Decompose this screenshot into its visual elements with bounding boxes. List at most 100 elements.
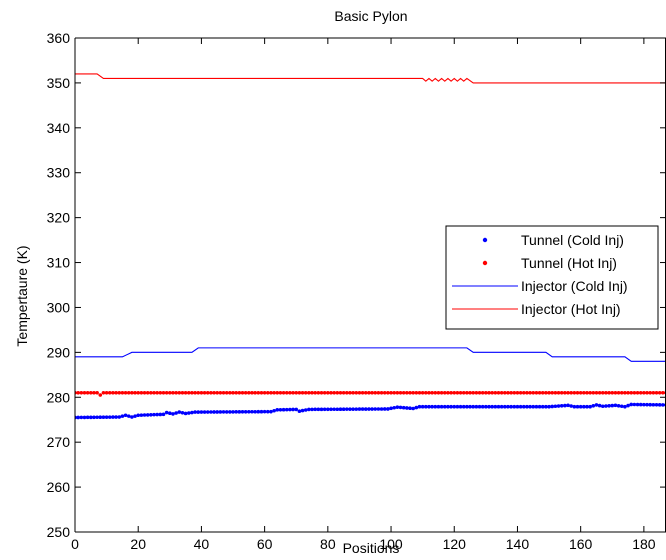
data-point-tunnel-hot-inj (307, 390, 311, 395)
data-point-tunnel-cold-inj (351, 407, 355, 411)
data-point-tunnel-hot-inj (269, 390, 273, 395)
data-point-tunnel-hot-inj (430, 390, 434, 395)
data-point-tunnel-cold-inj (234, 410, 238, 414)
data-point-tunnel-hot-inj (585, 390, 589, 395)
data-point-tunnel-cold-inj (433, 404, 438, 409)
data-point-tunnel-cold-inj (449, 404, 453, 409)
legend-label-injector-cold-inj: Injector (Cold Inj) (521, 278, 628, 294)
data-point-tunnel-hot-inj (256, 390, 261, 395)
data-point-tunnel-hot-inj (446, 390, 450, 395)
data-point-tunnel-hot-inj (212, 390, 216, 395)
data-point-tunnel-cold-inj (408, 406, 412, 411)
data-point-tunnel-hot-inj (433, 390, 438, 395)
data-point-tunnel-hot-inj (411, 390, 415, 395)
data-point-tunnel-hot-inj (335, 390, 340, 395)
data-point-tunnel-cold-inj (228, 410, 232, 414)
data-point-tunnel-cold-inj (82, 415, 87, 420)
data-point-tunnel-hot-inj (597, 390, 602, 395)
data-point-tunnel-hot-inj (395, 390, 400, 395)
y-tick-label: 360 (47, 30, 71, 46)
data-point-tunnel-cold-inj (278, 407, 283, 412)
data-point-tunnel-cold-inj (275, 408, 280, 412)
data-point-tunnel-cold-inj (250, 409, 254, 414)
data-point-tunnel-cold-inj (294, 407, 299, 412)
data-point-tunnel-hot-inj (382, 390, 387, 395)
data-point-tunnel-cold-inj (288, 407, 292, 412)
x-tick-label: 160 (569, 536, 593, 552)
data-point-tunnel-cold-inj (534, 404, 539, 409)
data-point-tunnel-cold-inj (123, 413, 128, 418)
data-point-tunnel-cold-inj (442, 404, 447, 409)
series-group (75, 73, 666, 420)
data-point-tunnel-hot-inj (654, 390, 659, 395)
data-point-tunnel-cold-inj (588, 404, 592, 409)
data-point-tunnel-hot-inj (632, 390, 637, 395)
data-point-tunnel-hot-inj (155, 390, 159, 395)
data-point-tunnel-hot-inj (471, 390, 476, 395)
data-point-tunnel-cold-inj (392, 405, 397, 410)
data-point-tunnel-cold-inj (648, 402, 652, 407)
data-point-tunnel-cold-inj (484, 404, 488, 409)
data-point-tunnel-hot-inj (367, 390, 371, 395)
data-point-tunnel-hot-inj (237, 390, 242, 395)
legend-swatch-tunnel-cold-inj (482, 237, 488, 243)
data-point-tunnel-cold-inj (544, 404, 548, 409)
data-point-tunnel-cold-inj (120, 414, 125, 418)
data-point-tunnel-cold-inj (468, 404, 472, 409)
series-markers-tunnel-hot-inj (75, 390, 666, 397)
data-point-tunnel-cold-inj (376, 407, 381, 411)
data-point-tunnel-hot-inj (465, 390, 469, 395)
data-point-tunnel-hot-inj (89, 390, 93, 395)
data-point-tunnel-cold-inj (303, 408, 308, 412)
data-point-tunnel-cold-inj (455, 404, 460, 409)
data-point-tunnel-hot-inj (253, 390, 257, 395)
data-point-tunnel-cold-inj (240, 410, 245, 414)
series-markers-tunnel-cold-inj (75, 402, 666, 420)
data-point-tunnel-hot-inj (370, 390, 374, 395)
plot-area (75, 73, 666, 420)
data-point-tunnel-hot-inj (357, 390, 362, 395)
data-point-tunnel-hot-inj (575, 390, 580, 395)
data-point-tunnel-hot-inj (401, 390, 406, 395)
data-point-tunnel-cold-inj (269, 409, 273, 414)
data-point-tunnel-hot-inj (540, 390, 545, 395)
data-point-tunnel-cold-inj (104, 415, 109, 419)
data-point-tunnel-cold-inj (490, 404, 494, 409)
data-point-tunnel-hot-inj (619, 390, 624, 395)
data-point-tunnel-hot-inj (136, 390, 141, 395)
data-point-tunnel-hot-inj (531, 390, 536, 395)
data-point-tunnel-cold-inj (452, 404, 457, 409)
data-point-tunnel-cold-inj (310, 407, 314, 412)
data-point-tunnel-cold-inj (446, 404, 450, 409)
data-point-tunnel-hot-inj (215, 390, 220, 395)
data-point-tunnel-hot-inj (107, 390, 112, 395)
data-point-tunnel-cold-inj (518, 404, 523, 409)
data-point-tunnel-cold-inj (79, 415, 84, 420)
data-point-tunnel-hot-inj (180, 390, 185, 395)
data-point-tunnel-hot-inj (645, 390, 649, 395)
x-tick-label: 40 (194, 536, 210, 552)
data-point-tunnel-cold-inj (594, 403, 599, 407)
data-point-tunnel-cold-inj (436, 404, 441, 409)
data-point-tunnel-cold-inj (89, 415, 93, 420)
data-point-tunnel-hot-inj (291, 390, 295, 395)
data-point-tunnel-cold-inj (145, 413, 150, 417)
data-point-tunnel-hot-inj (528, 390, 532, 395)
data-point-tunnel-hot-inj (183, 390, 188, 395)
data-point-tunnel-cold-inj (528, 404, 532, 409)
data-point-tunnel-hot-inj (424, 390, 428, 395)
data-point-tunnel-cold-inj (477, 404, 482, 409)
data-point-tunnel-cold-inj (420, 404, 425, 409)
data-point-tunnel-hot-inj (420, 390, 425, 395)
data-point-tunnel-cold-inj (164, 410, 169, 415)
data-point-tunnel-hot-inj (174, 390, 178, 395)
data-point-tunnel-cold-inj (461, 404, 466, 409)
data-point-tunnel-hot-inj (98, 393, 103, 397)
data-point-tunnel-cold-inj (585, 404, 589, 409)
data-point-tunnel-hot-inj (281, 390, 286, 395)
data-point-tunnel-hot-inj (322, 390, 327, 395)
legend-box (445, 225, 659, 330)
data-point-tunnel-hot-inj (566, 390, 570, 395)
data-point-tunnel-hot-inj (642, 390, 646, 395)
data-point-tunnel-cold-inj (101, 415, 106, 419)
